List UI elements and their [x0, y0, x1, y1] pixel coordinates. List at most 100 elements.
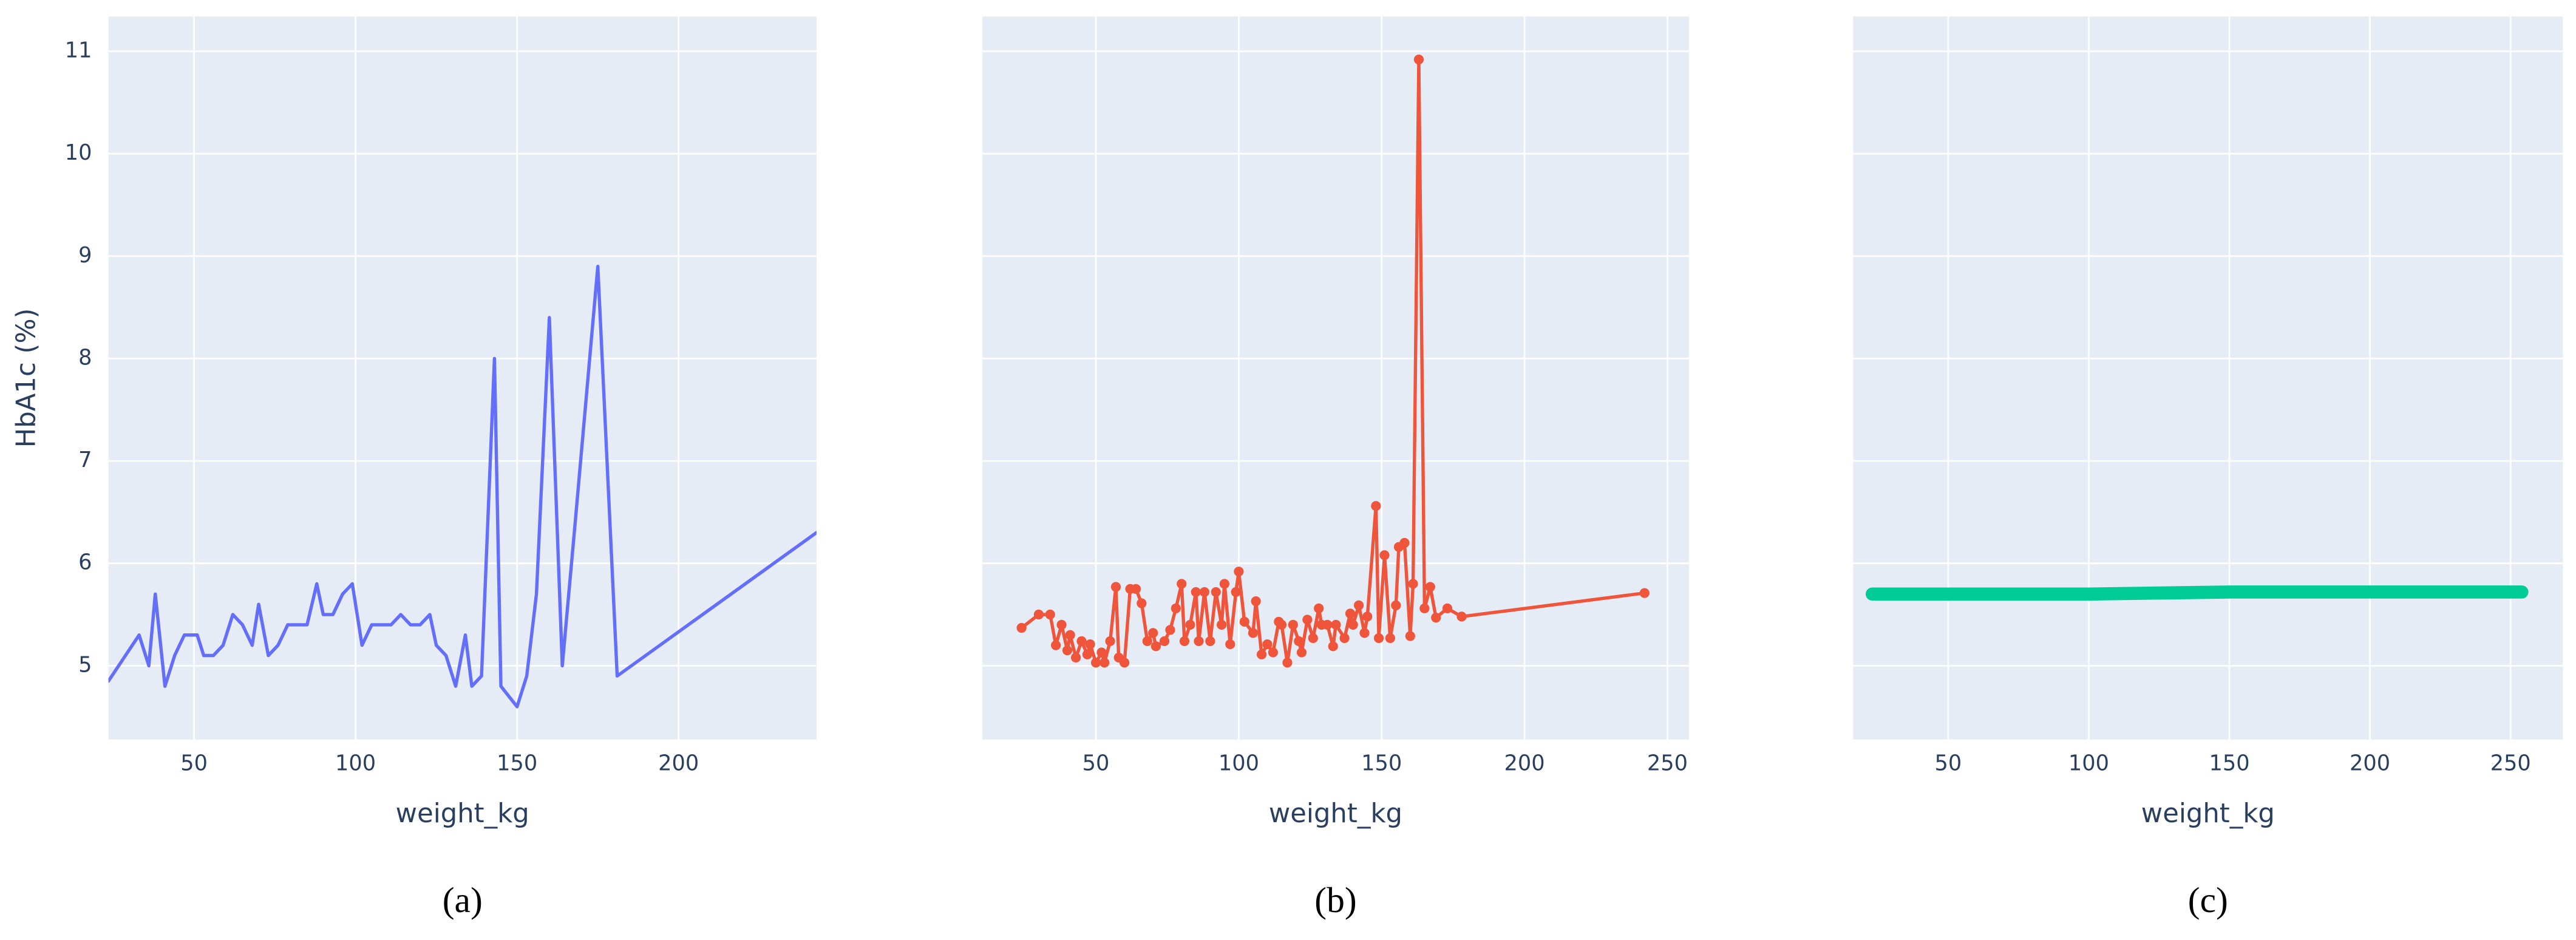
data-point [1385, 633, 1395, 643]
data-point [1016, 622, 1027, 633]
x-axis-title: weight_kg [2141, 799, 2275, 829]
data-point [1248, 628, 1259, 638]
data-point [1268, 647, 1279, 658]
data-point [1322, 619, 1333, 630]
data-point [1165, 625, 1175, 635]
data-point [1442, 603, 1453, 614]
data-point [1302, 615, 1313, 625]
data-point [1251, 596, 1261, 607]
data-point [1296, 647, 1307, 658]
data-point [1177, 579, 1187, 589]
x-tick-label: 150 [497, 751, 537, 775]
x-tick-label: 200 [658, 751, 699, 775]
x-tick-label: 100 [2068, 751, 2109, 775]
x-tick-label: 150 [2209, 751, 2250, 775]
data-point [1362, 611, 1373, 622]
data-point [1179, 636, 1190, 647]
y-axis-title: HbA1c (%) [12, 308, 42, 448]
data-point [1345, 608, 1356, 619]
x-tick-label: 250 [1647, 751, 1688, 775]
data-point [1348, 619, 1358, 630]
series [108, 264, 817, 709]
data-point [1199, 587, 1210, 598]
panel-caption: (c) [2188, 880, 2228, 920]
data-point [1110, 582, 1121, 592]
data-point [1105, 636, 1115, 647]
data-point [1096, 647, 1107, 658]
data-point [1413, 54, 1424, 65]
y-tick-label: 5 [78, 652, 92, 677]
data-point [1294, 636, 1304, 647]
y-tick-label: 6 [78, 550, 92, 575]
data-point [1062, 645, 1073, 656]
panel-caption: (a) [443, 880, 483, 920]
series [1016, 54, 1650, 668]
data-point [1090, 658, 1101, 668]
x-tick-label: 50 [180, 751, 208, 775]
data-point [1225, 639, 1235, 650]
data-point [1431, 612, 1441, 623]
chart-panel: 50 100 150 200 250 weight_kg (b) [982, 16, 1689, 920]
data-point [1282, 658, 1293, 668]
data-point [1331, 619, 1341, 630]
x-tick-label: 150 [1361, 751, 1402, 775]
data-point [1171, 603, 1181, 614]
x-tick-label: 200 [2350, 751, 2390, 775]
x-tick-label: 200 [1504, 751, 1545, 775]
data-point [1191, 587, 1201, 598]
x-axis-title: weight_kg [396, 799, 529, 829]
data-point [1045, 609, 1055, 620]
data-point [1205, 636, 1215, 647]
panel-caption: (b) [1314, 880, 1356, 920]
plot-area [1853, 16, 2563, 740]
data-point [1425, 582, 1435, 592]
data-point [1456, 611, 1467, 622]
y-tick-label: 7 [78, 448, 92, 472]
data-point [1217, 619, 1227, 630]
data-point [1099, 658, 1110, 668]
data-point [1211, 587, 1221, 598]
plot-area [982, 16, 1689, 740]
data-point [1033, 609, 1044, 620]
data-point [1308, 633, 1318, 643]
data-point [1391, 600, 1401, 610]
data-point [1219, 579, 1229, 589]
data-point [1185, 619, 1195, 630]
data-point [1142, 636, 1152, 647]
data-point [1065, 630, 1075, 640]
y-tick-label: 8 [78, 345, 92, 370]
plot-area [108, 16, 817, 740]
data-point [1359, 628, 1370, 638]
data-point [1373, 633, 1384, 643]
data-point [1339, 633, 1350, 643]
data-point [1639, 588, 1650, 598]
chart-panel: 50 100 150 200 250 weight_kg (c) [1853, 16, 2563, 920]
x-tick-label: 250 [2490, 751, 2531, 775]
data-point [1076, 636, 1087, 647]
y-tick-label: 10 [65, 140, 92, 165]
x-tick-label: 100 [1218, 751, 1259, 775]
data-point [1120, 658, 1130, 668]
data-point [1056, 619, 1067, 630]
data-point [1150, 641, 1161, 652]
data-point [1262, 639, 1273, 650]
data-point [1405, 631, 1415, 641]
y-tick-label: 11 [65, 38, 92, 63]
data-point [1288, 619, 1298, 630]
data-point [1137, 598, 1147, 608]
data-point [1328, 641, 1338, 652]
x-tick-label: 50 [1082, 751, 1110, 775]
data-point [1085, 639, 1095, 650]
data-point [1239, 616, 1249, 627]
data-line [1866, 585, 2529, 601]
data-point [1130, 584, 1141, 594]
data-point [1371, 501, 1381, 511]
data-point [1408, 579, 1418, 589]
chart-panel: 5 6 7 8 9 10 11 50 100 150 200 weight_kg HbA1c (%) (a… [12, 16, 817, 920]
x-tick-label: 50 [1935, 751, 1962, 775]
x-tick-label: 100 [335, 751, 376, 775]
data-point [1419, 603, 1430, 614]
data-point [1051, 640, 1061, 650]
series [1866, 585, 2529, 601]
data-point [1082, 649, 1093, 659]
